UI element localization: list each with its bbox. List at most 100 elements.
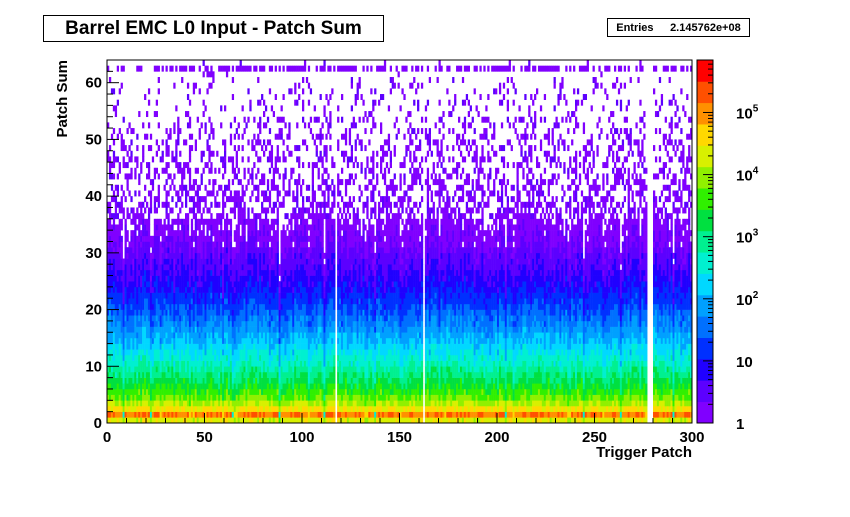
heatmap-cell: [327, 286, 330, 293]
heatmap-cell: [227, 303, 231, 310]
heatmap-cell: [177, 315, 180, 322]
heatmap-cell: [188, 394, 192, 401]
heatmap-cell: [280, 281, 283, 288]
heatmap-cell: [190, 196, 194, 203]
heatmap-cell: [331, 162, 334, 169]
heatmap-cell: [272, 315, 275, 322]
heatmap-cell: [245, 354, 248, 361]
heatmap-cell: [169, 360, 172, 367]
heatmap-cell: [186, 190, 190, 197]
heatmap-cell: [247, 139, 250, 146]
heatmap-cell: [294, 145, 297, 152]
heatmap-cell: [214, 292, 217, 299]
heatmap-cell: [218, 400, 221, 407]
heatmap-cell: [298, 371, 301, 378]
heatmap-cell: [266, 196, 270, 203]
heatmap-cell: [183, 258, 186, 265]
heatmap-cell: [282, 360, 285, 367]
heatmap-cell: [165, 417, 168, 424]
heatmap-cell: [136, 377, 139, 384]
heatmap-cell: [214, 309, 217, 316]
heatmap-cell: [225, 65, 229, 72]
heatmap-cell: [225, 298, 229, 305]
heatmap-cell: [218, 315, 221, 322]
heatmap-cell: [251, 139, 254, 146]
heatmap-cell: [259, 128, 262, 135]
heatmap-cell: [118, 417, 121, 424]
heatmap-cell: [300, 247, 303, 254]
heatmap-cell: [303, 332, 307, 339]
heatmap-cell: [144, 252, 147, 259]
heatmap-cell: [167, 201, 170, 208]
heatmap-cell: [311, 258, 314, 265]
heatmap-cell: [107, 275, 110, 282]
heatmap-cell: [175, 315, 178, 322]
heatmap-cell: [305, 258, 309, 265]
heatmap-cell: [331, 405, 334, 412]
heatmap-cell: [185, 298, 188, 305]
heatmap-cell: [163, 383, 166, 390]
heatmap-cell: [229, 400, 233, 407]
heatmap-cell: [286, 286, 289, 293]
heatmap-cell: [315, 337, 318, 344]
heatmap-cell: [276, 303, 279, 310]
heatmap-cell: [130, 258, 133, 265]
heatmap-cell: [204, 417, 207, 424]
heatmap-cell: [204, 360, 207, 367]
heatmap-cell: [274, 252, 277, 259]
heatmap-cell: [235, 269, 238, 276]
heatmap-cell: [272, 371, 275, 378]
heatmap-cell: [243, 388, 246, 395]
heatmap-cell: [112, 377, 116, 384]
heatmap-cell: [225, 230, 229, 237]
heatmap-cell: [173, 411, 176, 418]
heatmap-cell: [276, 320, 279, 327]
heatmap-cell: [186, 252, 190, 259]
heatmap-cell: [225, 349, 229, 356]
heatmap-cell: [185, 258, 188, 265]
heatmap-cell: [286, 264, 289, 271]
heatmap-cell: [120, 145, 123, 152]
heatmap-cell: [225, 354, 229, 361]
heatmap-cell: [274, 258, 277, 265]
heatmap-cell: [116, 247, 119, 254]
heatmap-cell: [284, 235, 287, 242]
heatmap-cell: [198, 292, 201, 299]
heatmap-cell: [163, 281, 166, 288]
heatmap-cell: [233, 167, 236, 174]
heatmap-cell: [288, 179, 291, 186]
heatmap-cell: [309, 230, 313, 237]
heatmap-cell: [216, 309, 219, 316]
heatmap-cell: [241, 156, 244, 163]
heatmap-cell: [200, 315, 203, 322]
heatmap-cell: [311, 332, 314, 339]
heatmap-cell: [173, 315, 176, 322]
heatmap-cell: [124, 394, 127, 401]
heatmap-cell: [204, 343, 207, 350]
heatmap-cell: [227, 264, 231, 271]
heatmap-cell: [200, 196, 203, 203]
heatmap-cell: [296, 218, 299, 225]
heatmap-cell: [245, 298, 248, 305]
heatmap-cell: [317, 269, 320, 276]
heatmap-cell: [276, 411, 279, 418]
heatmap-cell: [278, 173, 281, 180]
heatmap-cell: [303, 337, 307, 344]
heatmap-cell: [259, 411, 262, 418]
heatmap-cell: [317, 298, 320, 305]
heatmap-cell: [243, 275, 246, 282]
heatmap-cell: [274, 332, 277, 339]
heatmap-cell: [259, 343, 262, 350]
heatmap-cell: [153, 400, 157, 407]
heatmap-cell: [175, 309, 178, 316]
heatmap-cell: [216, 326, 219, 333]
heatmap-cell: [325, 224, 328, 231]
heatmap-cell: [302, 65, 305, 72]
heatmap-cell: [186, 326, 190, 333]
heatmap-cell: [114, 417, 118, 424]
heatmap-cell: [202, 383, 205, 390]
heatmap-cell: [286, 292, 289, 299]
heatmap-cell: [107, 315, 110, 322]
heatmap-cell: [216, 349, 219, 356]
heatmap-cell: [171, 275, 174, 282]
